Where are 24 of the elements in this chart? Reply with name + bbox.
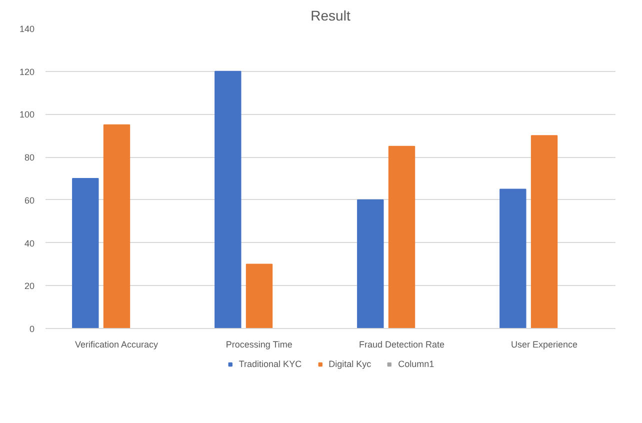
y-tick-label: 100 <box>19 110 35 120</box>
y-tick-label: 20 <box>24 281 35 292</box>
legend-label: Column1 <box>398 359 434 369</box>
x-tick-label: User Experience <box>510 340 578 350</box>
y-tick-label: 120 <box>19 66 35 77</box>
bar <box>214 70 242 328</box>
y-tick-label: 80 <box>24 152 35 163</box>
legend-label: Traditional KYC <box>238 359 302 369</box>
bar <box>357 199 384 328</box>
bar <box>72 178 99 328</box>
legend-label: Digital Kyc <box>328 359 372 369</box>
x-tick-label: Fraud Detection Rate <box>358 340 445 350</box>
x-tick-label: Processing Time <box>226 340 292 350</box>
bar <box>246 264 273 328</box>
y-tick-label: 0 <box>29 324 35 334</box>
x-tick-label: Verification Accuracy <box>74 340 159 350</box>
bar <box>103 124 130 328</box>
y-tick-label: 60 <box>24 195 35 206</box>
chart-title: Result <box>310 8 350 24</box>
bar <box>500 188 526 328</box>
bar <box>388 146 416 328</box>
y-tick-label: 140 <box>19 24 35 34</box>
bar <box>530 135 558 328</box>
y-tick-label: 40 <box>24 238 35 248</box>
